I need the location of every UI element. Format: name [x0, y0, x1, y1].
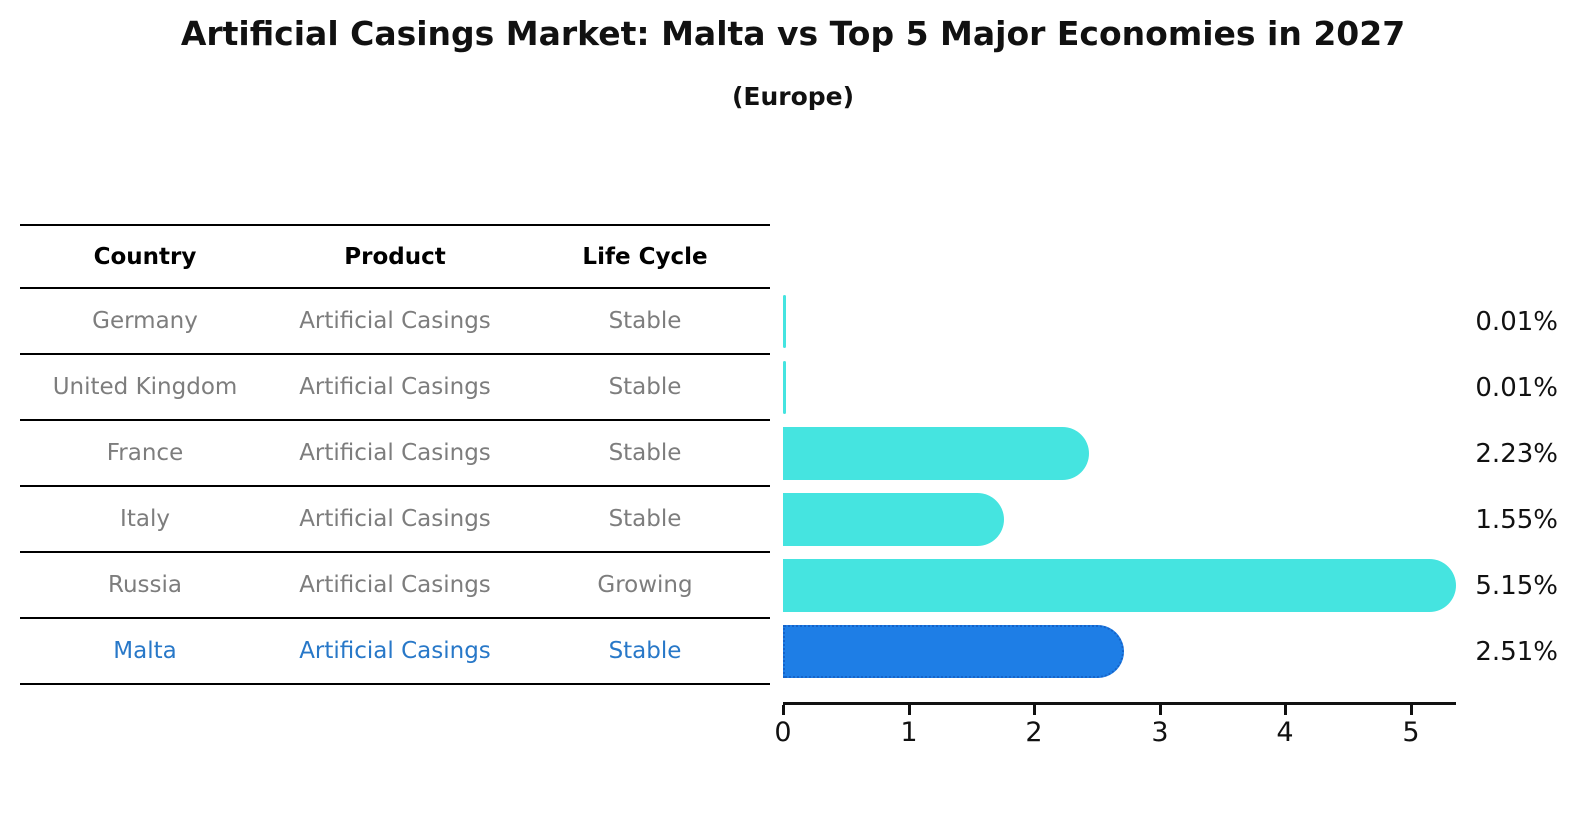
cell-life-cycle: Stable [608, 506, 682, 532]
cell-product: Artificial Casings [299, 308, 491, 334]
value-label-malta: 2.51% [1475, 637, 1558, 667]
cell-life-cycle: Stable [608, 638, 682, 664]
chart-title: Artificial Casings Market: Malta vs Top … [180, 14, 1406, 53]
table-row-france: France Artificial Casings Stable [20, 421, 770, 487]
x-tick-label-2: 2 [1025, 717, 1043, 748]
table-row-malta: Malta Artificial Casings Stable [20, 619, 770, 685]
x-tick-label-3: 3 [1151, 717, 1169, 748]
cell-country: United Kingdom [52, 374, 238, 400]
column-header-country: Country [93, 243, 197, 270]
cell-life-cycle: Stable [608, 308, 682, 334]
cell-country: Russia [108, 572, 182, 598]
cell-country: Italy [120, 506, 170, 532]
x-tick-mark-1 [908, 705, 911, 715]
x-tick-mark-0 [782, 705, 785, 715]
value-label-germany: 0.01% [1475, 307, 1558, 337]
x-axis [783, 702, 1456, 705]
x-tick-label-5: 5 [1402, 717, 1420, 748]
bar-malta [783, 625, 1124, 678]
table-row-russia: Russia Artificial Casings Growing [20, 553, 770, 619]
table-row-united-kingdom: United Kingdom Artificial Casings Stable [20, 355, 770, 421]
cell-life-cycle: Stable [608, 374, 682, 400]
value-label-france: 2.23% [1475, 439, 1558, 469]
table-body: Germany Artificial Casings Stable United Ki… [20, 289, 770, 685]
value-label-united-kingdom: 0.01% [1475, 373, 1558, 403]
bar-united-kingdom [783, 361, 786, 414]
x-tick-label-4: 4 [1276, 717, 1294, 748]
chart-subtitle: (Europe) [731, 82, 855, 111]
table-row-germany: Germany Artificial Casings Stable [20, 289, 770, 355]
value-label-italy: 1.55% [1475, 505, 1558, 535]
cell-life-cycle: Growing [597, 572, 693, 598]
value-label-russia: 5.15% [1475, 571, 1558, 601]
cell-country: Malta [113, 638, 177, 664]
country-table: Country Product Life Cycle Germany Artifi… [20, 224, 770, 685]
cell-country: Germany [92, 308, 198, 334]
column-header-life-cycle: Life Cycle [582, 243, 708, 270]
cell-product: Artificial Casings [299, 638, 491, 664]
x-tick-mark-3 [1159, 705, 1162, 715]
cell-product: Artificial Casings [299, 572, 491, 598]
cell-life-cycle: Stable [608, 440, 682, 466]
cell-product: Artificial Casings [299, 440, 491, 466]
cell-product: Artificial Casings [299, 374, 491, 400]
column-header-product: Product [344, 243, 446, 270]
bar-france [783, 427, 1089, 480]
x-tick-mark-2 [1033, 705, 1036, 715]
bar-plot-area [783, 289, 1473, 685]
cell-country: France [106, 440, 184, 466]
x-tick-mark-5 [1410, 705, 1413, 715]
cell-product: Artificial Casings [299, 506, 491, 532]
table-row-italy: Italy Artificial Casings Stable [20, 487, 770, 553]
bar-italy [783, 493, 1004, 546]
x-tick-label-1: 1 [900, 717, 918, 748]
x-tick-mark-4 [1284, 705, 1287, 715]
bar-russia [783, 559, 1456, 612]
x-tick-label-0: 0 [774, 717, 792, 748]
bar-germany [783, 295, 786, 348]
table-header-row: Country Product Life Cycle [20, 224, 770, 289]
